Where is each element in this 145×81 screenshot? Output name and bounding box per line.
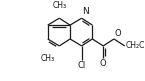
Text: CH₂CH₃: CH₂CH₃: [126, 41, 145, 50]
Text: N: N: [82, 7, 89, 16]
Text: CH₃: CH₃: [52, 1, 66, 10]
Text: CH₃: CH₃: [41, 54, 55, 63]
Text: O: O: [100, 59, 106, 68]
Text: Cl: Cl: [77, 61, 86, 70]
Text: O: O: [115, 29, 121, 38]
